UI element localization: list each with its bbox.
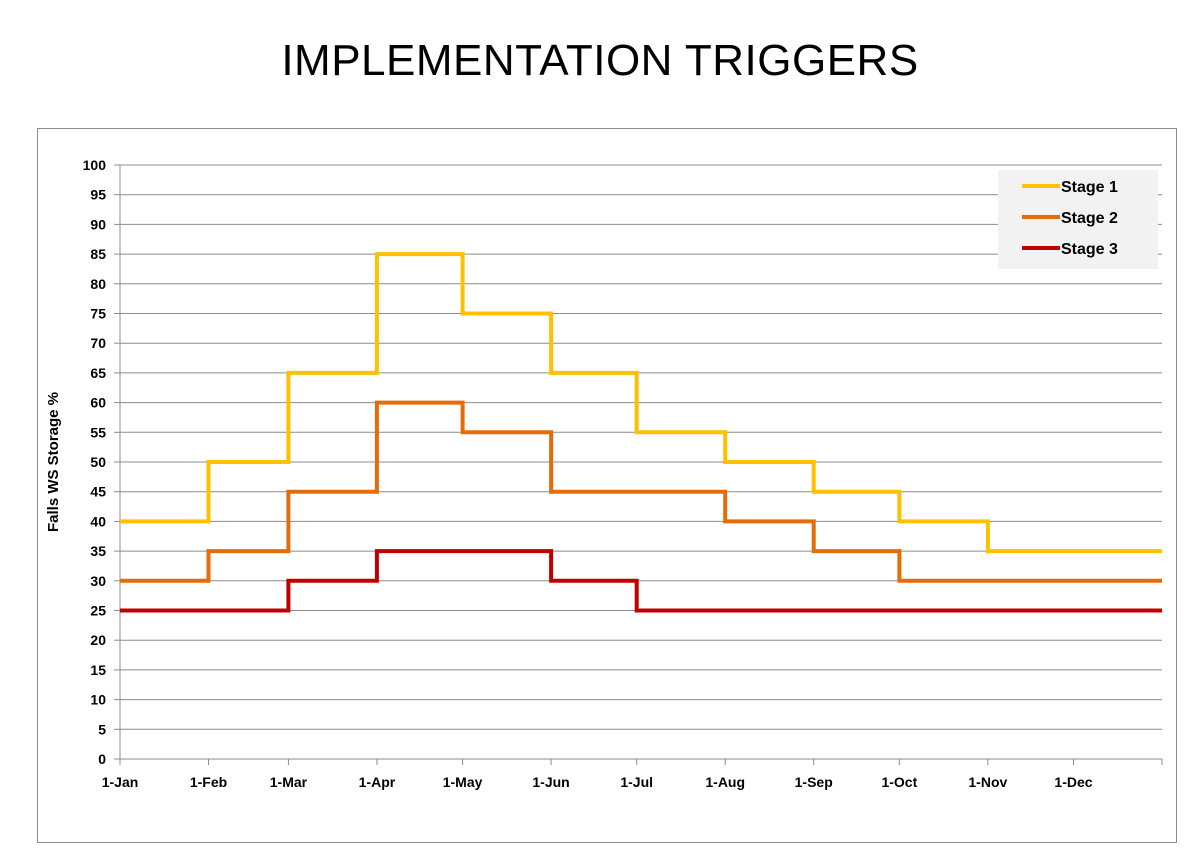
y-tick-label: 95 xyxy=(90,187,106,203)
y-tick-label: 30 xyxy=(90,573,106,589)
y-tick-label: 85 xyxy=(90,246,106,262)
x-tick-label: 1-Jun xyxy=(532,774,569,790)
y-tick-label: 65 xyxy=(90,365,106,381)
legend-label: Stage 3 xyxy=(1061,241,1118,258)
y-tick-labels: 0 5 10 15 20 25 30 35 40 45 50 55 60 65 70 75 80 85 90 95 10… xyxy=(83,157,107,767)
x-tick-label: 1-May xyxy=(443,774,483,790)
y-tick-label: 45 xyxy=(90,484,106,500)
legend: Stage 1 Stage 2 Stage 3 xyxy=(998,170,1158,269)
y-tick-label: 100 xyxy=(83,157,107,173)
y-tick-label: 5 xyxy=(98,721,106,737)
axes xyxy=(114,164,1163,765)
y-axis-label: Falls WS Storage % xyxy=(45,392,62,532)
x-tick-label: 1-Oct xyxy=(881,774,917,790)
y-tick-label: 90 xyxy=(90,216,106,232)
x-tick-labels: 1-Jan 1-Feb 1-Mar 1-Apr 1-May 1-Jun 1-Jul 1-Aug… xyxy=(102,774,1093,790)
x-tick-label: 1-Dec xyxy=(1054,774,1092,790)
y-tick-label: 35 xyxy=(90,543,106,559)
x-tick-label: 1-Jul xyxy=(620,774,653,790)
y-tick-label: 10 xyxy=(90,692,106,708)
legend-label: Stage 2 xyxy=(1061,210,1118,227)
line-chart: 0 5 10 15 20 25 30 35 40 45 50 55 60 65 70 75 80 85 90 95 10… xyxy=(45,157,1163,790)
x-tick-label: 1-Feb xyxy=(190,774,227,790)
y-tick-label: 0 xyxy=(98,751,106,767)
y-tick-label: 25 xyxy=(90,603,106,619)
x-tick-label: 1-Mar xyxy=(270,774,308,790)
series-line-stage-1 xyxy=(120,252,1162,554)
x-tick-label: 1-Apr xyxy=(359,774,396,790)
x-tick-label: 1-Sep xyxy=(795,774,833,790)
y-tick-label: 80 xyxy=(90,276,106,292)
x-tick-label: 1-Aug xyxy=(705,774,745,790)
legend-label: Stage 1 xyxy=(1061,179,1118,196)
x-tick-label: 1-Jan xyxy=(102,774,139,790)
series-line-stage-3 xyxy=(120,549,1162,613)
x-tick-label: 1-Nov xyxy=(968,774,1007,790)
page-title: IMPLEMENTATION TRIGGERS xyxy=(281,36,919,85)
y-tick-label: 55 xyxy=(90,424,106,440)
y-tick-label: 40 xyxy=(90,513,106,529)
y-axis-label-group: Falls WS Storage % xyxy=(45,392,62,532)
series-line-stage-2 xyxy=(120,400,1162,583)
y-tick-label: 20 xyxy=(90,632,106,648)
series-lines xyxy=(120,252,1162,613)
chart-frame: 0 5 10 15 20 25 30 35 40 45 50 55 60 65 70 75 80 85 90 95 10… xyxy=(37,128,1177,843)
y-tick-label: 60 xyxy=(90,395,106,411)
y-tick-label: 70 xyxy=(90,335,106,351)
y-tick-label: 50 xyxy=(90,454,106,470)
y-tick-label: 15 xyxy=(90,662,106,678)
y-tick-label: 75 xyxy=(90,306,106,322)
